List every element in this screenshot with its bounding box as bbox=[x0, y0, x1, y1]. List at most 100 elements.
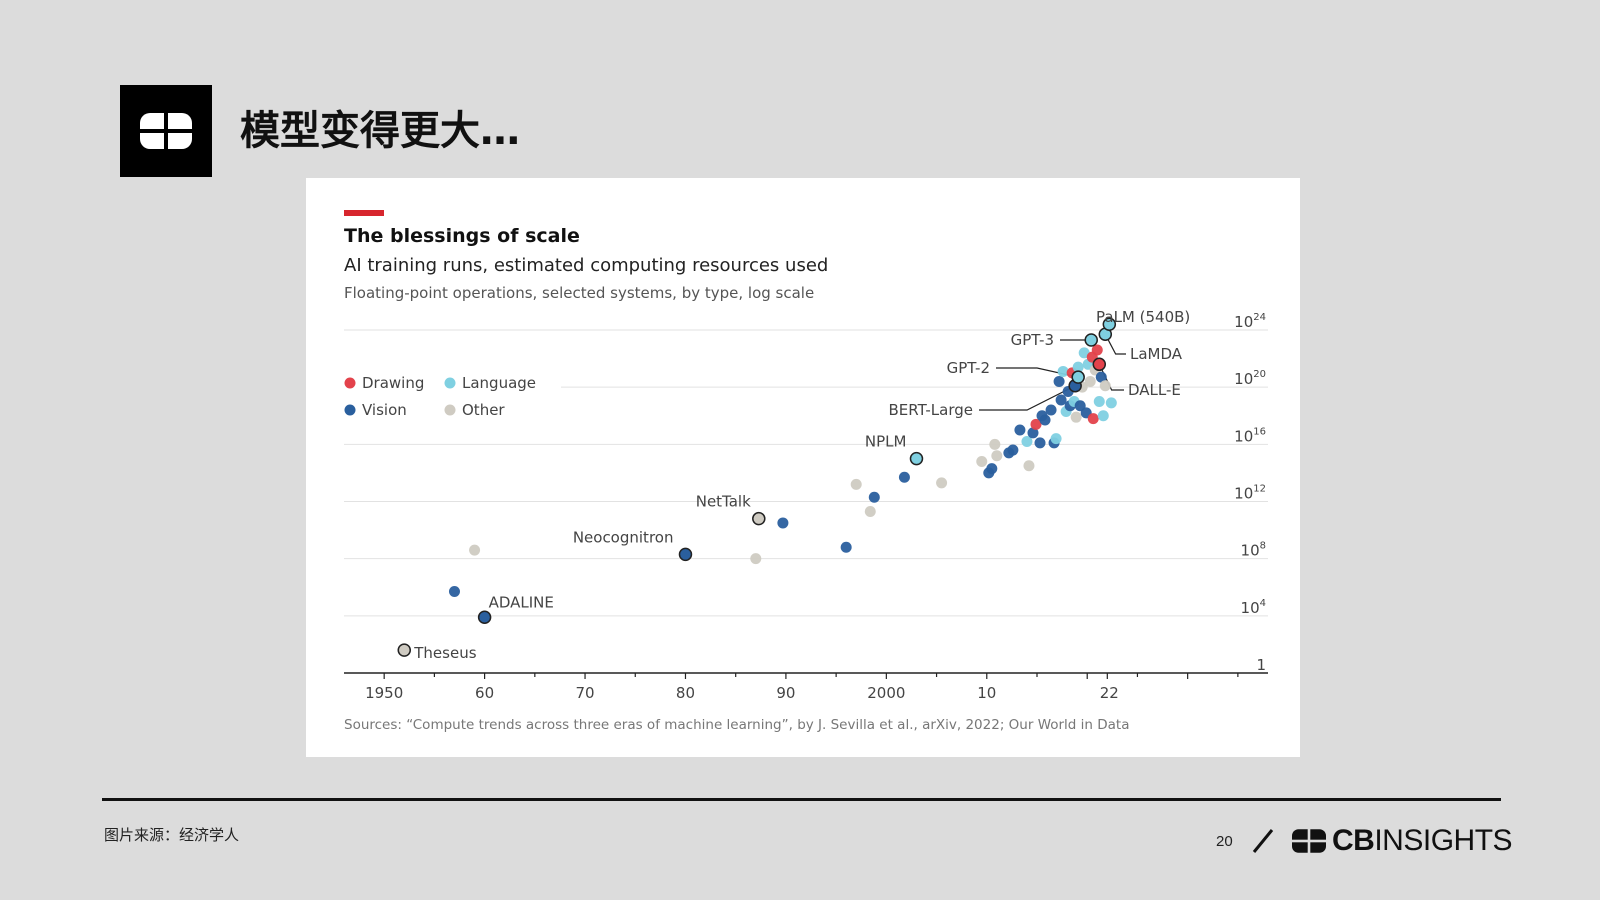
brand-light: INSIGHTS bbox=[1374, 824, 1513, 857]
slash-divider-icon bbox=[1252, 829, 1274, 853]
title-accent-bar bbox=[344, 210, 384, 216]
scatter-chart: The blessings of scale AI training runs,… bbox=[344, 210, 1268, 733]
legend: Drawing Language Vision Other bbox=[344, 374, 536, 419]
y-tick-label: 1012 bbox=[1234, 484, 1266, 503]
data-point bbox=[1097, 410, 1109, 422]
data-point bbox=[1084, 375, 1096, 387]
y-tick-label: 1020 bbox=[1234, 369, 1266, 388]
chart-card: The blessings of scale AI training runs,… bbox=[306, 178, 1300, 757]
y-tick-label: 1016 bbox=[1234, 426, 1266, 445]
data-point bbox=[1072, 361, 1084, 373]
data-point bbox=[1007, 444, 1019, 456]
data-point bbox=[840, 541, 852, 553]
page-title: 模型变得更大… bbox=[240, 108, 520, 154]
labeled-point bbox=[1092, 357, 1107, 372]
data-point bbox=[1050, 433, 1062, 445]
data-point bbox=[1014, 424, 1026, 436]
data-point bbox=[850, 478, 862, 490]
footer-rule bbox=[102, 798, 1501, 801]
brand-bold: CB bbox=[1332, 824, 1375, 857]
x-tick-label: 1950 bbox=[365, 684, 403, 702]
point-label: NetTalk bbox=[696, 493, 751, 511]
data-point bbox=[936, 477, 948, 489]
y-tick-label: 1 bbox=[1256, 656, 1266, 674]
data-point bbox=[989, 438, 1001, 450]
data-point bbox=[469, 544, 481, 556]
x-tick-label: 22 bbox=[1100, 684, 1119, 702]
legend-label: Other bbox=[462, 401, 505, 419]
data-point bbox=[864, 506, 876, 518]
data-point bbox=[976, 455, 988, 467]
x-tick-label: 80 bbox=[676, 684, 695, 702]
legend-swatch bbox=[444, 377, 456, 389]
legend-swatch bbox=[344, 404, 356, 416]
labeled-point bbox=[678, 547, 693, 562]
footer-source: 图片来源：经济学人 bbox=[104, 826, 240, 844]
labeled-point bbox=[752, 511, 766, 526]
point-label: DALL-E bbox=[1128, 381, 1181, 399]
data-point bbox=[1070, 411, 1082, 423]
data-point bbox=[1027, 427, 1039, 439]
point-label: LaMDA bbox=[1130, 345, 1183, 363]
data-point bbox=[1091, 344, 1103, 356]
labeled-point bbox=[477, 610, 492, 625]
brand-wordmark: CBINSIGHTS bbox=[1332, 824, 1513, 858]
data-point bbox=[1099, 380, 1111, 392]
legend-label: Language bbox=[462, 374, 536, 392]
data-point bbox=[777, 517, 789, 529]
labeled-point bbox=[909, 451, 924, 466]
data-point bbox=[448, 586, 460, 598]
leader-line bbox=[1104, 334, 1126, 355]
legend-label: Vision bbox=[362, 401, 407, 419]
chart-source: Sources: “Compute trends across three er… bbox=[344, 717, 1130, 733]
labeled-point bbox=[1071, 370, 1085, 384]
point-label: PaLM (540B) bbox=[1096, 308, 1190, 326]
point-label: NPLM bbox=[865, 433, 907, 451]
cbinsights-brand: CBINSIGHTS bbox=[1292, 824, 1513, 858]
point-label: Theseus bbox=[413, 644, 476, 662]
data-point bbox=[1093, 395, 1105, 407]
data-point bbox=[1023, 460, 1035, 472]
x-tick-label: 2000 bbox=[867, 684, 905, 702]
data-point bbox=[1053, 375, 1065, 387]
cb-logo-icon bbox=[140, 113, 192, 149]
labeled-points: Theseus ADALINE Neocognitron NetTalk NPLM BER… bbox=[397, 308, 1190, 662]
y-tick-label: 104 bbox=[1241, 598, 1266, 617]
data-point bbox=[1021, 435, 1033, 447]
x-tick-label: 10 bbox=[977, 684, 996, 702]
chart-title: The blessings of scale bbox=[344, 225, 580, 247]
x-tick-label: 60 bbox=[475, 684, 494, 702]
cb-logo-icon bbox=[1292, 829, 1326, 853]
data-point bbox=[1030, 418, 1042, 430]
x-axis: 1950 60 70 80 90 2000 10 22 bbox=[344, 672, 1268, 702]
data-point bbox=[1105, 397, 1117, 409]
page-number: 20 bbox=[1216, 833, 1233, 850]
point-label: BERT-Large bbox=[889, 401, 974, 419]
point-label: ADALINE bbox=[489, 593, 554, 611]
labeled-point bbox=[397, 643, 412, 657]
data-point bbox=[868, 491, 880, 503]
x-tick-label: 90 bbox=[776, 684, 795, 702]
legend-label: Drawing bbox=[362, 374, 424, 392]
point-label: Neocognitron bbox=[573, 528, 674, 546]
logo-box bbox=[120, 85, 212, 177]
y-tick-label: 108 bbox=[1241, 541, 1266, 560]
data-point bbox=[991, 450, 1003, 462]
data-point bbox=[1057, 365, 1069, 377]
data-point bbox=[750, 553, 762, 565]
leader-line bbox=[979, 385, 1076, 411]
y-tick-label: 1024 bbox=[1234, 312, 1266, 331]
data-point bbox=[1034, 437, 1046, 449]
data-point bbox=[1095, 371, 1107, 383]
point-label: GPT-3 bbox=[1011, 331, 1054, 349]
labeled-point bbox=[1102, 317, 1117, 332]
data-point bbox=[1055, 394, 1067, 406]
gridlines: 1 104 108 1012 1016 1020 1024 bbox=[344, 312, 1268, 674]
legend-swatch bbox=[344, 377, 356, 389]
legend-swatch bbox=[444, 404, 456, 416]
data-point bbox=[1078, 347, 1090, 359]
point-label: GPT-2 bbox=[947, 359, 990, 377]
labeled-point bbox=[1084, 333, 1098, 347]
data-point bbox=[986, 463, 998, 475]
x-tick-label: 70 bbox=[575, 684, 594, 702]
